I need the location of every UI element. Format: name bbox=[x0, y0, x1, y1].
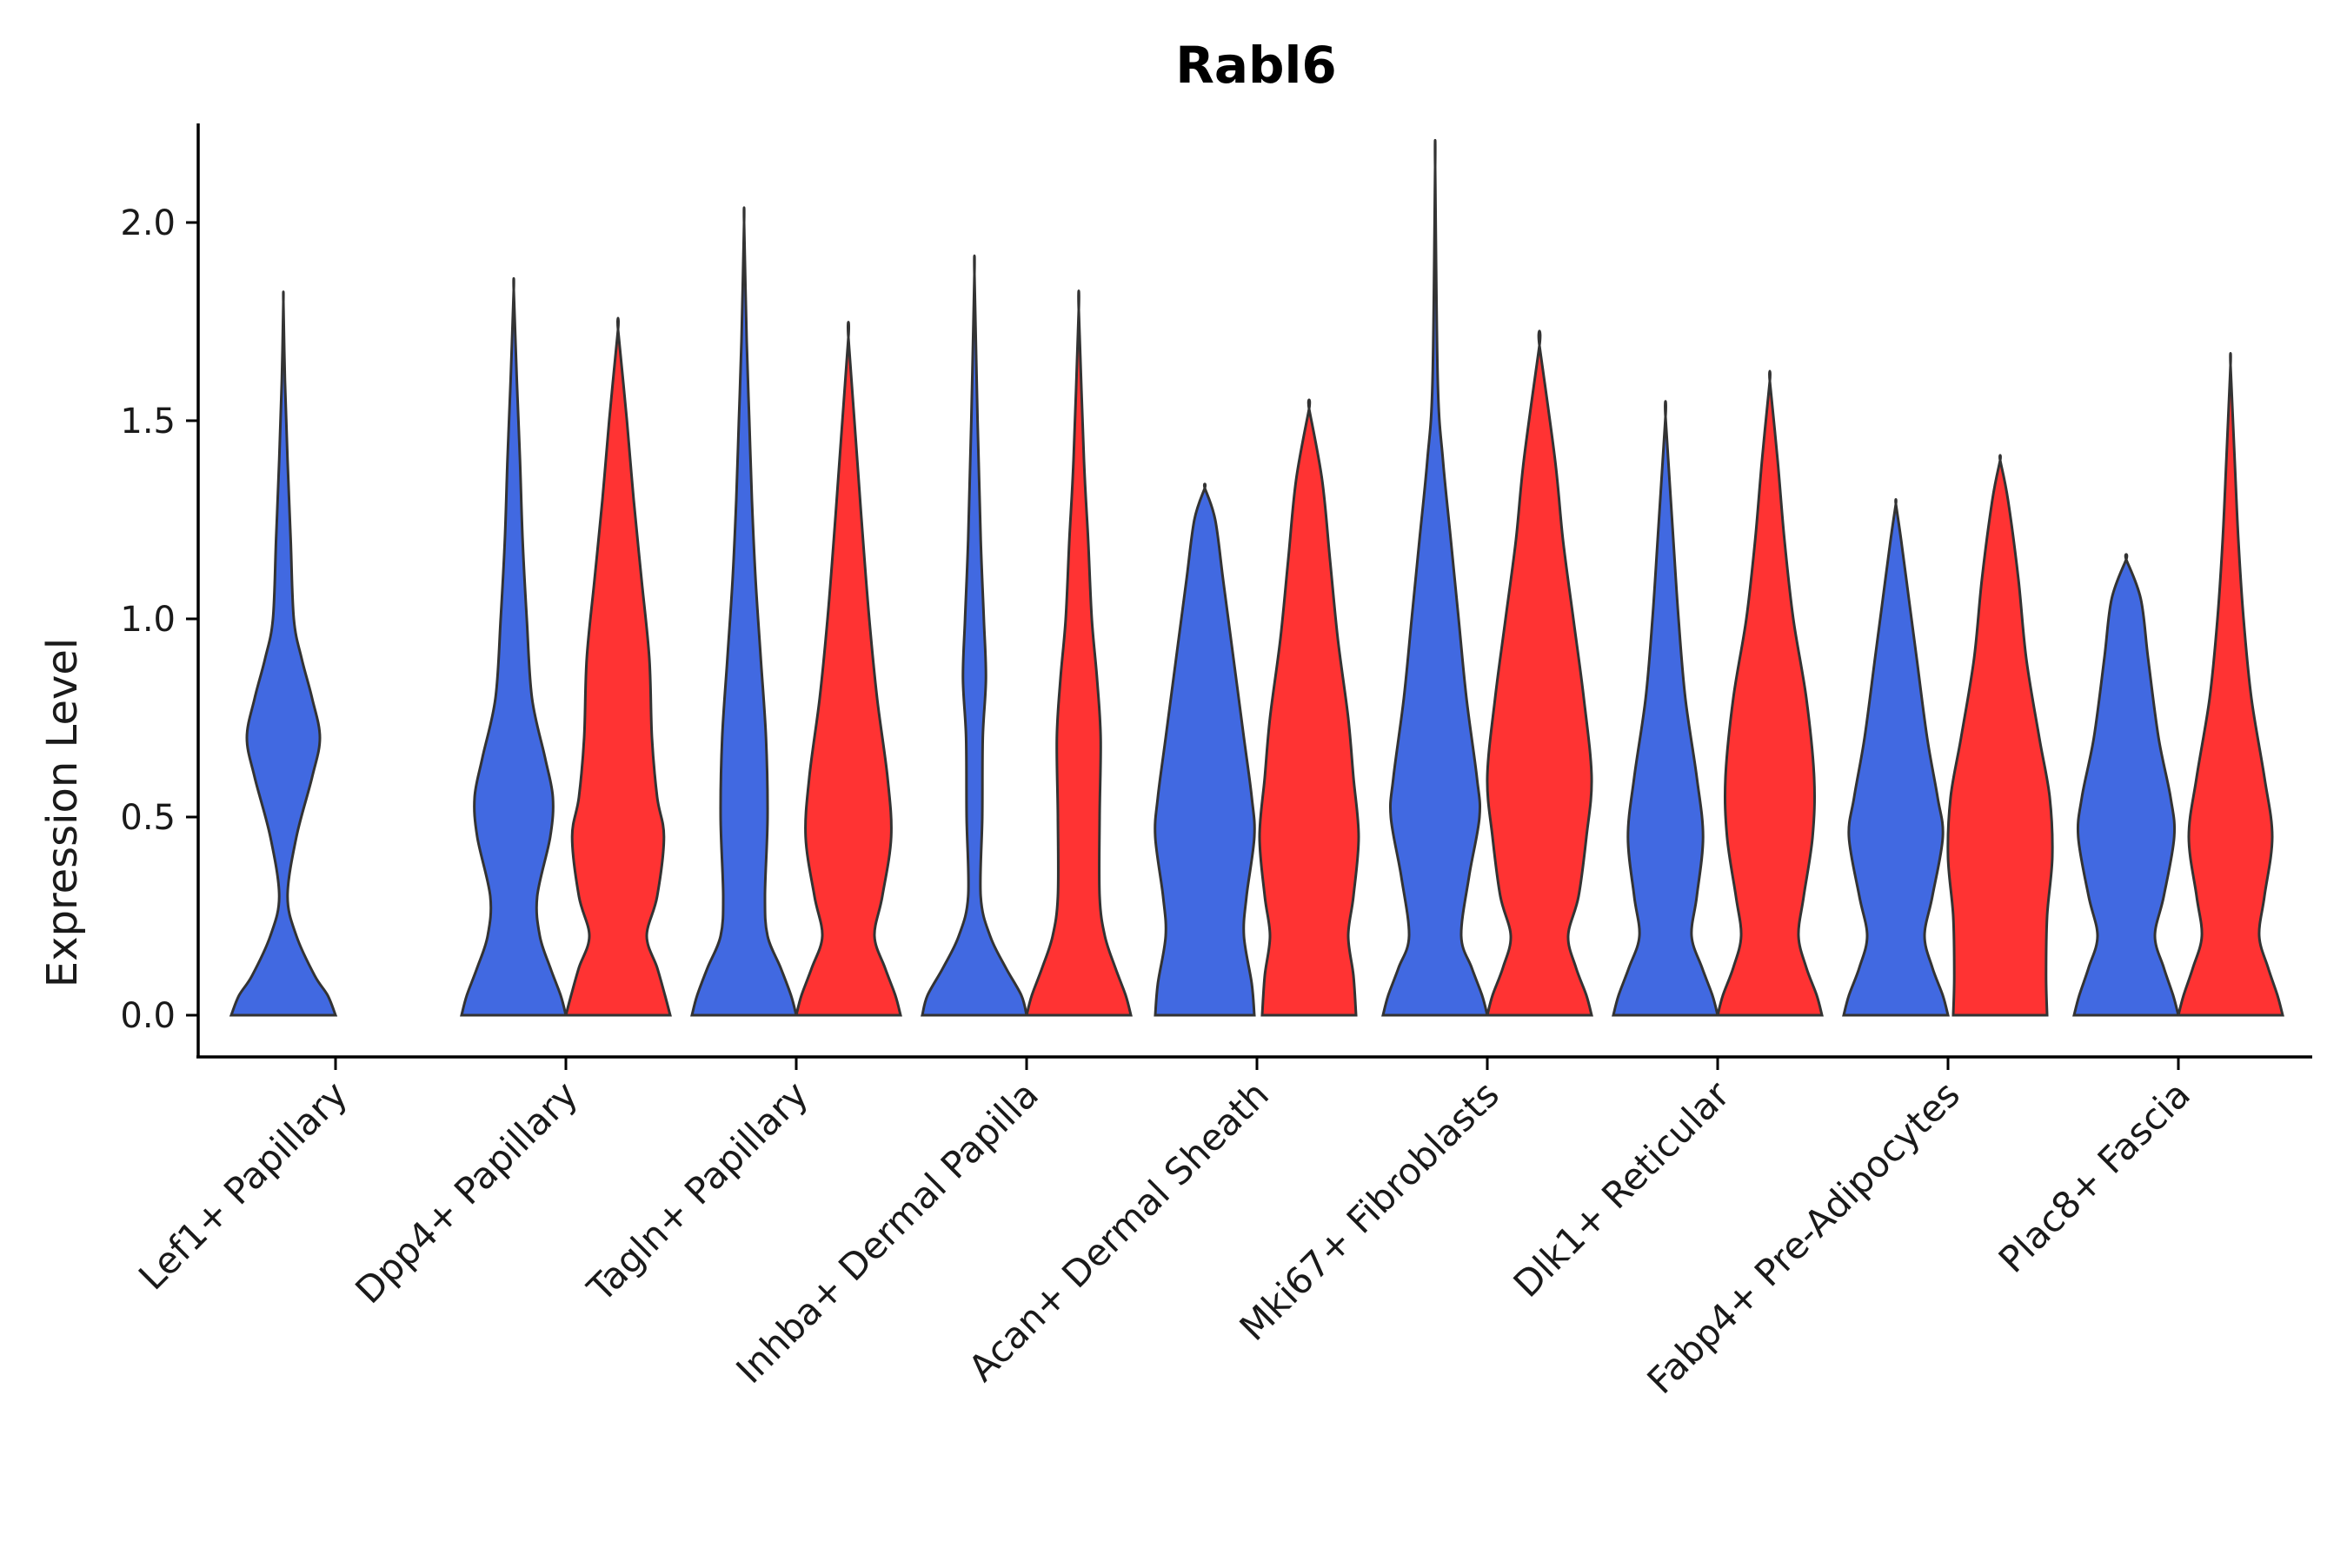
x-tick-label: Plac8+ Fascia bbox=[1991, 1073, 2198, 1280]
violin-red-5 bbox=[1486, 329, 1593, 1017]
x-tick-label: Mki67+ Fibroblasts bbox=[1232, 1073, 1507, 1348]
violin-blue-8 bbox=[2072, 553, 2180, 1017]
violin-red-3 bbox=[1025, 289, 1133, 1017]
violin-blue-5 bbox=[1381, 138, 1489, 1017]
violin-blue-3 bbox=[921, 254, 1028, 1017]
x-tick-label: Dpp4+ Papillary bbox=[347, 1073, 586, 1312]
violin-red-1 bbox=[564, 316, 672, 1017]
violin-blue-0 bbox=[229, 290, 338, 1017]
x-tick-label: Lef1+ Papillary bbox=[130, 1073, 356, 1298]
chart-title: Rabl6 bbox=[1175, 36, 1337, 95]
violin-blue-4 bbox=[1154, 482, 1256, 1017]
y-tick-label: 0.0 bbox=[120, 996, 176, 1036]
violin-red-4 bbox=[1258, 398, 1360, 1017]
y-tick-label: 2.0 bbox=[120, 203, 176, 243]
violin-blue-6 bbox=[1612, 400, 1719, 1017]
violin-red-6 bbox=[1716, 369, 1824, 1017]
violin-red-8 bbox=[2177, 351, 2284, 1017]
violin-red-2 bbox=[795, 321, 902, 1017]
violin-blue-1 bbox=[460, 276, 568, 1017]
y-tick-label: 1.5 bbox=[120, 402, 176, 442]
violins-layer bbox=[229, 138, 2284, 1017]
y-tick-label: 0.5 bbox=[120, 798, 176, 838]
violin-blue-7 bbox=[1842, 498, 1950, 1017]
y-axis-title: Expression Level bbox=[38, 638, 87, 988]
x-tick-label: Dlk1+ Reticular bbox=[1506, 1073, 1739, 1306]
x-tick-label: Tagln+ Papillary bbox=[579, 1073, 816, 1310]
violin-blue-2 bbox=[690, 206, 798, 1017]
violin-red-7 bbox=[1946, 454, 2054, 1017]
y-tick-label: 1.0 bbox=[120, 600, 176, 640]
y-ticks: 0.0 0.5 1.0 1.5 2.0 bbox=[120, 203, 198, 1036]
